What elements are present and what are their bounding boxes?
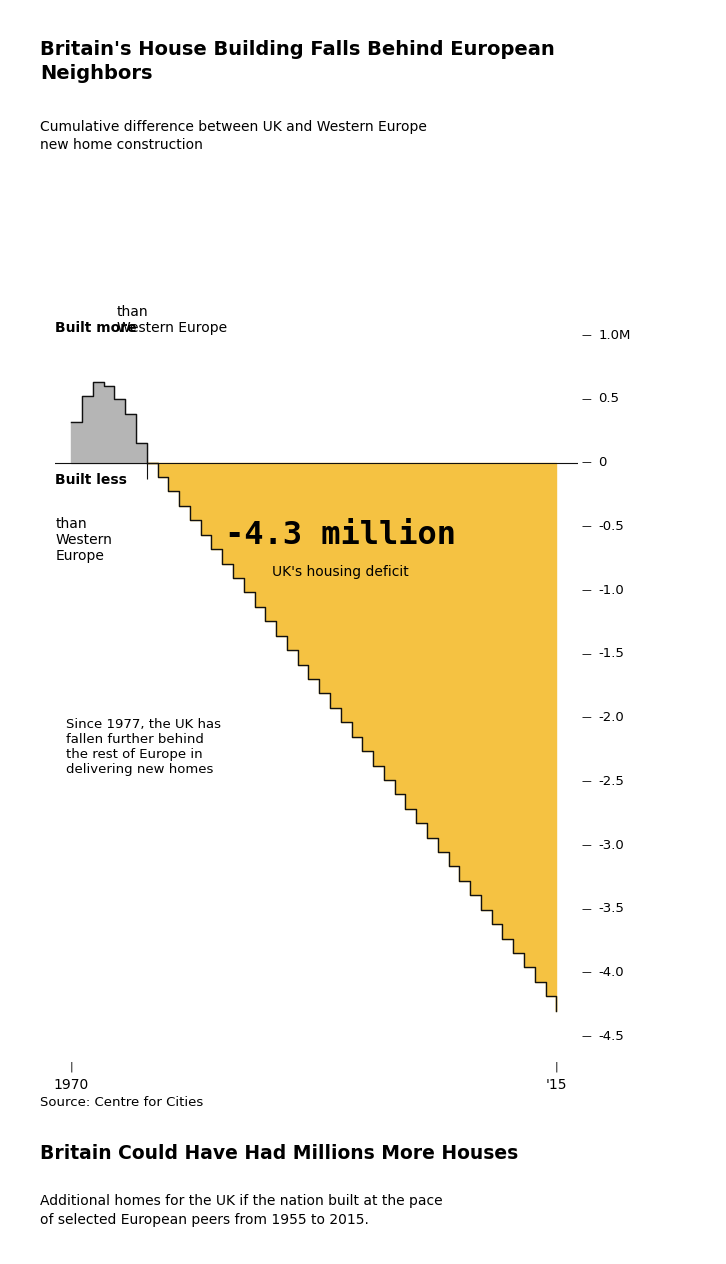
Text: —: — xyxy=(582,967,591,977)
Text: Since 1977, the UK has
fallen further behind
the rest of Europe in
delivering ne: Since 1977, the UK has fallen further be… xyxy=(66,718,221,776)
Text: 1970: 1970 xyxy=(54,1078,89,1092)
Text: |: | xyxy=(70,1062,73,1072)
Text: —: — xyxy=(582,585,591,595)
Text: Source: Centre for Cities: Source: Centre for Cities xyxy=(40,1096,203,1109)
Text: —: — xyxy=(582,521,591,531)
Text: -4.3 million: -4.3 million xyxy=(225,520,456,551)
Text: —: — xyxy=(582,904,591,914)
Text: -1.5: -1.5 xyxy=(598,647,624,660)
Text: UK's housing deficit: UK's housing deficit xyxy=(272,565,409,579)
Text: Britain's House Building Falls Behind European
Neighbors: Britain's House Building Falls Behind Eu… xyxy=(40,40,555,83)
Text: -3.5: -3.5 xyxy=(598,902,624,915)
Text: -4.0: -4.0 xyxy=(598,966,624,980)
Text: Cumulative difference between UK and Western Europe
new home construction: Cumulative difference between UK and Wes… xyxy=(40,120,427,153)
Text: than
Western Europe: than Western Europe xyxy=(117,305,227,335)
Text: -2.5: -2.5 xyxy=(598,775,624,787)
Text: —: — xyxy=(582,1031,591,1042)
Text: -3.0: -3.0 xyxy=(598,838,624,852)
Text: Britain Could Have Had Millions More Houses: Britain Could Have Had Millions More Hou… xyxy=(40,1144,518,1163)
Text: |: | xyxy=(555,1062,558,1072)
Text: —: — xyxy=(582,841,591,849)
Text: '15: '15 xyxy=(546,1078,567,1092)
Text: 0.5: 0.5 xyxy=(598,392,619,406)
Text: —: — xyxy=(582,330,591,340)
Text: -1.0: -1.0 xyxy=(598,584,624,597)
Text: Additional homes for the UK if the nation built at the pace
of selected European: Additional homes for the UK if the natio… xyxy=(40,1194,443,1227)
Text: Built more: Built more xyxy=(55,321,136,335)
Text: 0: 0 xyxy=(598,456,607,469)
Text: —: — xyxy=(582,458,591,468)
Text: —: — xyxy=(582,776,591,786)
Text: —: — xyxy=(582,648,591,659)
Text: -2.0: -2.0 xyxy=(598,712,624,724)
Text: 1.0M: 1.0M xyxy=(598,329,631,341)
Text: -0.5: -0.5 xyxy=(598,520,624,533)
Text: -4.5: -4.5 xyxy=(598,1030,624,1043)
Text: —: — xyxy=(582,713,591,723)
Text: —: — xyxy=(582,394,591,404)
Text: than
Western
Europe: than Western Europe xyxy=(55,517,112,564)
Text: Built less: Built less xyxy=(55,473,127,487)
